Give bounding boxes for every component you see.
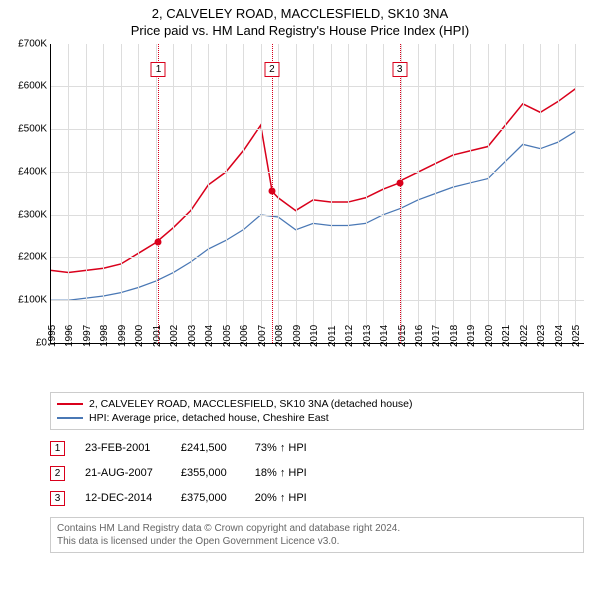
gridline-v bbox=[401, 44, 402, 343]
sales-table: 1 23-FEB-2001£241,50073% ↑ HPI 2 21-AUG-200… bbox=[50, 436, 335, 511]
gridline-v bbox=[261, 44, 262, 343]
gridline-h bbox=[51, 172, 584, 173]
sale-num-box: 2 bbox=[50, 466, 65, 481]
gridline-v bbox=[296, 44, 297, 343]
marker-box: 1 bbox=[151, 62, 166, 77]
gridline-v bbox=[453, 44, 454, 343]
title-line2: Price paid vs. HM Land Registry's House … bbox=[8, 23, 592, 40]
legend-swatch bbox=[57, 417, 83, 419]
legend-label: 2, CALVELEY ROAD, MACCLESFIELD, SK10 3NA… bbox=[89, 398, 413, 410]
sale-num-cell: 1 bbox=[50, 436, 85, 461]
gridline-v bbox=[103, 44, 104, 343]
gridline-v bbox=[68, 44, 69, 343]
y-tick-label: £300K bbox=[18, 209, 47, 220]
sale-date: 23-FEB-2001 bbox=[85, 436, 181, 461]
sale-delta: 73% ↑ HPI bbox=[255, 436, 335, 461]
attribution-line1: Contains HM Land Registry data © Crown c… bbox=[57, 522, 577, 535]
gridline-v bbox=[348, 44, 349, 343]
chart-titles: 2, CALVELEY ROAD, MACCLESFIELD, SK10 3NA… bbox=[8, 6, 592, 40]
gridline-v bbox=[121, 44, 122, 343]
gridline-v bbox=[488, 44, 489, 343]
line-series-layer bbox=[51, 44, 584, 343]
gridline-v bbox=[575, 44, 576, 343]
gridline-v bbox=[86, 44, 87, 343]
y-tick-label: £400K bbox=[18, 166, 47, 177]
sale-price: £241,500 bbox=[181, 436, 255, 461]
legend-item: HPI: Average price, detached house, Ches… bbox=[57, 411, 577, 425]
legend-swatch bbox=[57, 403, 83, 405]
gridline-v bbox=[418, 44, 419, 343]
sale-row: 2 21-AUG-2007£355,00018% ↑ HPI bbox=[50, 461, 335, 486]
marker-box: 3 bbox=[392, 62, 407, 77]
gridline-v bbox=[383, 44, 384, 343]
plot-region: £0£100K£200K£300K£400K£500K£600K£700K199… bbox=[50, 44, 584, 344]
y-tick-label: £200K bbox=[18, 252, 47, 263]
y-tick-label: £100K bbox=[18, 295, 47, 306]
gridline-v bbox=[523, 44, 524, 343]
gridline-v bbox=[435, 44, 436, 343]
sale-date: 21-AUG-2007 bbox=[85, 461, 181, 486]
sale-row: 1 23-FEB-2001£241,50073% ↑ HPI bbox=[50, 436, 335, 461]
gridline-h bbox=[51, 215, 584, 216]
sale-num-cell: 3 bbox=[50, 486, 85, 511]
marker-dot bbox=[155, 238, 162, 245]
gridline-v bbox=[540, 44, 541, 343]
gridline-v bbox=[505, 44, 506, 343]
gridline-v bbox=[226, 44, 227, 343]
marker-box: 2 bbox=[264, 62, 279, 77]
gridline-v bbox=[278, 44, 279, 343]
gridline-h bbox=[51, 300, 584, 301]
gridline-v bbox=[470, 44, 471, 343]
sale-delta: 20% ↑ HPI bbox=[255, 486, 335, 511]
marker-dot bbox=[396, 179, 403, 186]
gridline-v bbox=[558, 44, 559, 343]
y-tick-label: £0 bbox=[36, 337, 47, 348]
gridline-v bbox=[138, 44, 139, 343]
legend-item: 2, CALVELEY ROAD, MACCLESFIELD, SK10 3NA… bbox=[57, 397, 577, 411]
marker-line bbox=[400, 44, 401, 343]
attribution: Contains HM Land Registry data © Crown c… bbox=[50, 517, 584, 553]
gridline-v bbox=[191, 44, 192, 343]
gridline-v bbox=[156, 44, 157, 343]
gridline-v bbox=[331, 44, 332, 343]
sale-num-box: 1 bbox=[50, 441, 65, 456]
y-tick-label: £700K bbox=[18, 38, 47, 49]
sale-date: 12-DEC-2014 bbox=[85, 486, 181, 511]
legend-label: HPI: Average price, detached house, Ches… bbox=[89, 412, 329, 424]
y-tick-label: £600K bbox=[18, 81, 47, 92]
gridline-h bbox=[51, 129, 584, 130]
marker-line bbox=[158, 44, 159, 343]
chart: £0£100K£200K£300K£400K£500K£600K£700K199… bbox=[50, 44, 584, 384]
gridline-v bbox=[243, 44, 244, 343]
title-line1: 2, CALVELEY ROAD, MACCLESFIELD, SK10 3NA bbox=[8, 6, 592, 23]
attribution-line2: This data is licensed under the Open Gov… bbox=[57, 535, 577, 548]
gridline-v bbox=[366, 44, 367, 343]
gridline-v bbox=[313, 44, 314, 343]
sale-price: £355,000 bbox=[181, 461, 255, 486]
legend: 2, CALVELEY ROAD, MACCLESFIELD, SK10 3NA… bbox=[50, 392, 584, 430]
gridline-h bbox=[51, 86, 584, 87]
y-tick-label: £500K bbox=[18, 124, 47, 135]
sale-row: 3 12-DEC-2014£375,00020% ↑ HPI bbox=[50, 486, 335, 511]
marker-dot bbox=[268, 188, 275, 195]
sale-price: £375,000 bbox=[181, 486, 255, 511]
gridline-h bbox=[51, 257, 584, 258]
sale-num-box: 3 bbox=[50, 491, 65, 506]
sale-num-cell: 2 bbox=[50, 461, 85, 486]
sale-delta: 18% ↑ HPI bbox=[255, 461, 335, 486]
gridline-v bbox=[208, 44, 209, 343]
gridline-v bbox=[173, 44, 174, 343]
